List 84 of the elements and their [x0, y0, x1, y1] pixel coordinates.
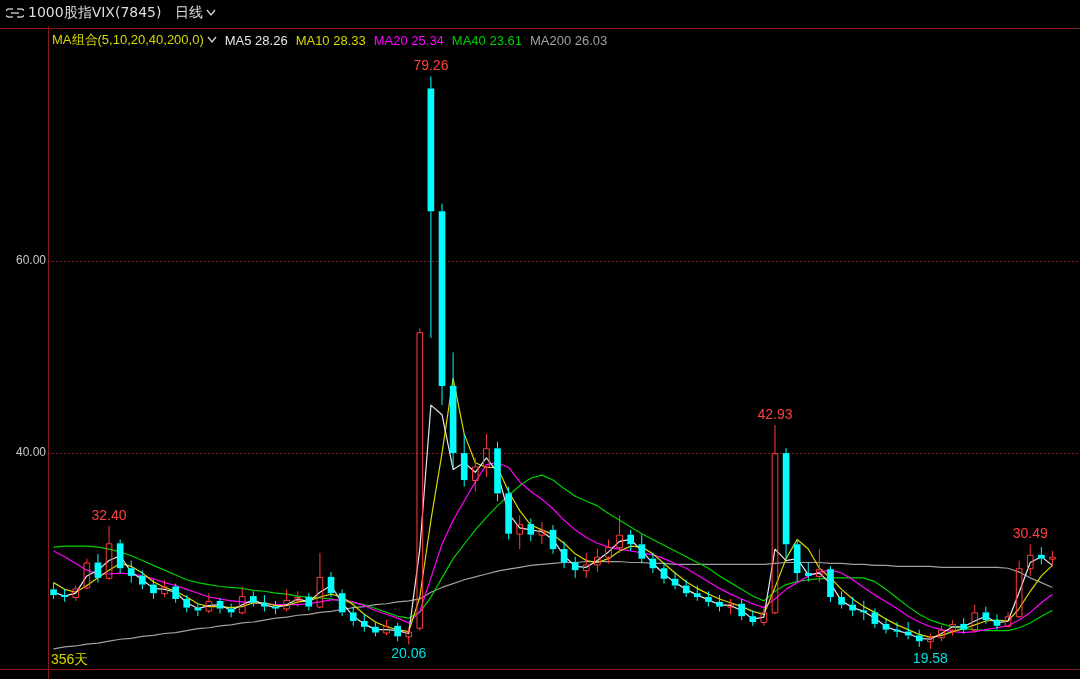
candlestick — [250, 590, 257, 608]
candlestick — [782, 447, 790, 560]
candlestick — [882, 617, 890, 634]
candlestick — [627, 529, 635, 552]
annotation: 79.26 — [413, 57, 449, 74]
candlestick — [638, 534, 646, 564]
candlestick — [261, 594, 268, 612]
legend-title: MA组合(5,10,20,40,200,0) — [52, 31, 204, 49]
candlestick — [127, 560, 135, 584]
candlestick — [582, 552, 590, 579]
candlestick — [205, 592, 213, 614]
candlestick — [527, 517, 535, 542]
candlestick — [771, 424, 779, 615]
candlestick — [594, 548, 601, 573]
candlestick — [827, 565, 834, 603]
candlestick — [760, 608, 768, 627]
candlestick — [705, 590, 712, 608]
candlestick — [50, 582, 57, 600]
candlestick — [571, 556, 579, 579]
candlestick — [438, 203, 446, 406]
candlestick — [871, 608, 879, 629]
chart-subtitle: 日线 — [175, 4, 204, 22]
candlestick — [294, 590, 302, 608]
candlestick — [749, 609, 757, 627]
candlestick — [915, 629, 923, 648]
candlestick — [494, 441, 501, 502]
candlestick — [105, 525, 113, 581]
candlestick — [94, 553, 102, 584]
candlestick — [849, 596, 856, 617]
candlestick — [605, 538, 612, 564]
candlestick — [860, 600, 868, 621]
candlestick — [360, 613, 368, 633]
candlestick — [927, 633, 934, 650]
candlestick — [216, 597, 224, 614]
text: MA20 25.34 — [373, 32, 444, 48]
candlestick — [460, 433, 468, 488]
candlestick — [316, 552, 324, 610]
candlestick — [960, 617, 967, 634]
candlestick — [993, 613, 1001, 631]
text: MA40 23.61 — [451, 32, 522, 48]
candlestick — [793, 538, 801, 583]
text: MA10 28.33 — [295, 32, 366, 48]
candlestick — [693, 585, 701, 602]
candlestick — [838, 590, 845, 610]
candlestick — [150, 579, 157, 600]
candlestick — [671, 571, 679, 590]
candlestick — [893, 621, 901, 638]
candlestick — [471, 457, 479, 492]
text: MA5 28.26 — [224, 32, 288, 48]
candlestick — [483, 433, 490, 478]
candlestick — [616, 514, 623, 554]
candlestick — [449, 351, 457, 468]
candlestick — [738, 598, 746, 621]
candlestick — [1004, 611, 1012, 629]
annotation: 30.49 — [1012, 525, 1048, 542]
candlestick — [283, 588, 290, 612]
candlestick — [139, 569, 146, 590]
candlestick — [716, 594, 723, 612]
candlestick — [349, 606, 357, 627]
y-tick-label: 40.00 — [15, 445, 47, 460]
text: MA200 26.03 — [529, 32, 608, 48]
candlestick — [804, 561, 812, 583]
candlestick — [61, 588, 68, 603]
candlestick — [1026, 543, 1034, 577]
candlestick — [516, 514, 524, 550]
annotation: 19.58 — [912, 649, 949, 666]
annotation: 356天 — [51, 650, 89, 667]
candlestick — [116, 538, 124, 574]
chart-title: 1000股指VIX(7845) — [28, 4, 162, 22]
candlestick — [727, 598, 734, 615]
candlestick — [1038, 546, 1045, 565]
candlestick — [538, 521, 546, 545]
candlestick — [816, 548, 823, 584]
candlestick — [682, 579, 690, 598]
candlestick — [394, 622, 401, 642]
candlestick — [272, 600, 279, 615]
candlestick — [505, 486, 512, 540]
candlestick — [427, 75, 435, 339]
annotation: 42.93 — [757, 405, 793, 422]
candlestick — [660, 561, 668, 585]
annotation: 20.06 — [391, 645, 427, 662]
y-tick-label: 60.00 — [15, 253, 47, 268]
annotation: 32.40 — [91, 506, 127, 523]
candlestick — [982, 606, 990, 625]
